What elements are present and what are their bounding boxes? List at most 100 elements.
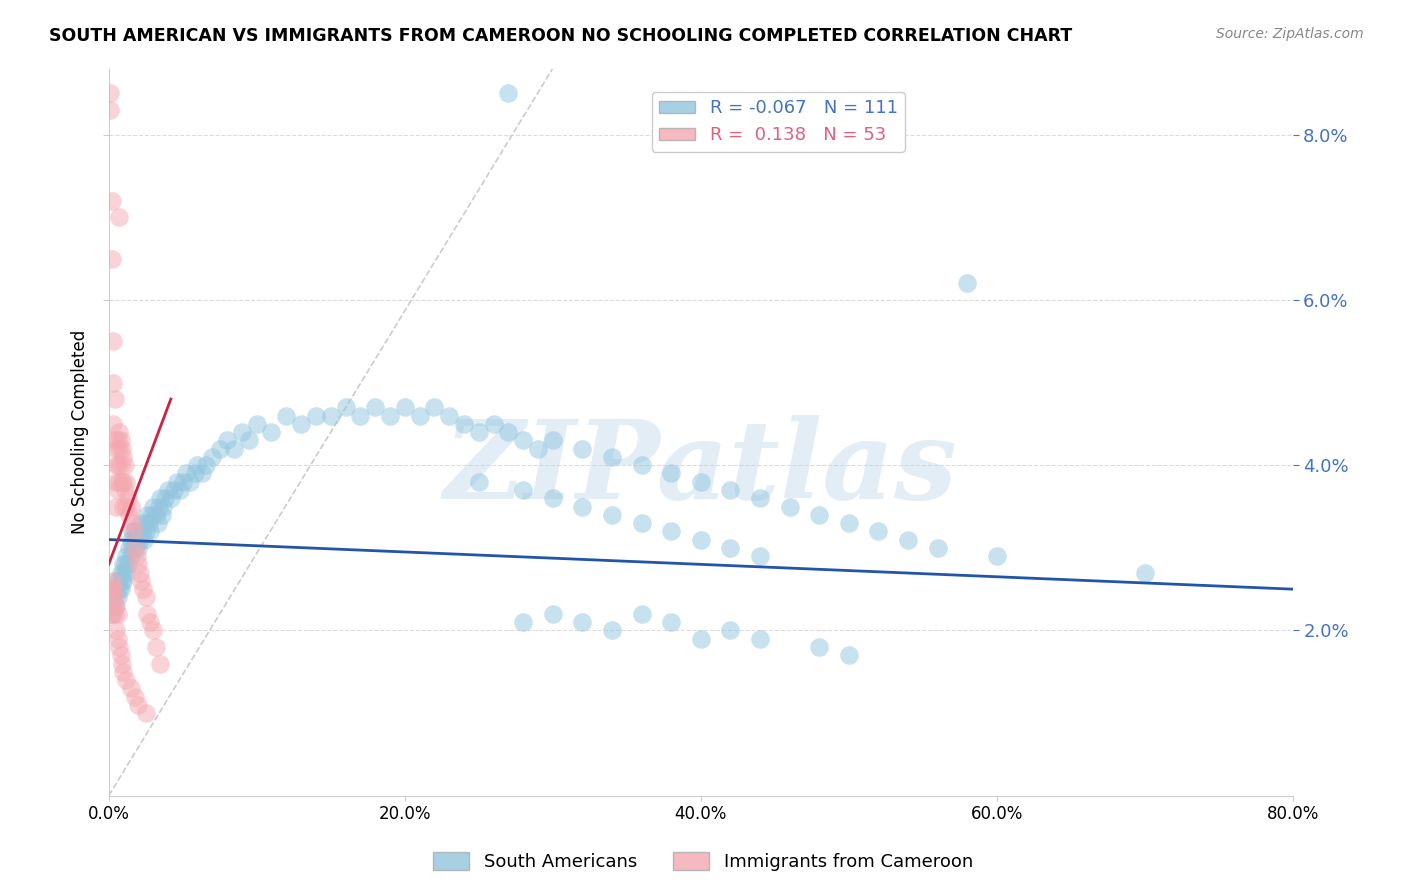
Point (718, 624, 741, 638)
Point (172, 475, 194, 489)
Point (179, 475, 201, 489)
Point (115, 500, 138, 514)
Point (349, 409, 371, 423)
Point (290, 417, 312, 431)
Point (128, 566, 150, 580)
Point (110, 566, 132, 580)
Point (956, 277, 979, 291)
Point (139, 524, 162, 539)
Point (600, 508, 623, 522)
Point (122, 524, 145, 539)
Point (779, 500, 801, 514)
Point (108, 582, 131, 596)
Point (335, 401, 357, 415)
Point (689, 475, 711, 489)
Point (838, 648, 860, 663)
Point (183, 467, 205, 481)
Point (498, 87, 520, 101)
Point (527, 442, 550, 456)
Point (150, 508, 173, 522)
Point (748, 632, 770, 646)
Point (927, 541, 949, 555)
Point (868, 524, 890, 539)
Text: ZIPatlas: ZIPatlas (444, 415, 957, 522)
Point (135, 591, 157, 605)
Point (100, 252, 122, 266)
Point (100, 607, 122, 621)
Point (100, 607, 122, 621)
Point (100, 194, 122, 208)
Point (659, 615, 682, 630)
Point (120, 500, 142, 514)
Point (118, 541, 141, 555)
Point (718, 483, 741, 497)
Point (101, 574, 124, 588)
Point (305, 409, 328, 423)
Point (153, 491, 176, 506)
Point (135, 706, 157, 720)
Point (160, 491, 183, 506)
Point (105, 624, 128, 638)
Point (748, 549, 770, 563)
Point (231, 425, 253, 439)
Point (104, 591, 127, 605)
Point (246, 417, 269, 431)
Point (498, 425, 520, 439)
Point (108, 211, 131, 225)
Point (98, 582, 121, 596)
Point (124, 690, 146, 704)
Point (118, 508, 141, 522)
Point (156, 483, 179, 497)
Point (124, 541, 146, 555)
Point (689, 533, 711, 547)
Point (112, 574, 135, 588)
Point (107, 607, 129, 621)
Point (186, 458, 208, 473)
Point (105, 574, 128, 588)
Point (125, 549, 148, 563)
Point (146, 516, 169, 530)
Point (112, 475, 135, 489)
Point (394, 401, 416, 415)
Point (112, 500, 135, 514)
Point (107, 591, 129, 605)
Point (127, 558, 149, 572)
Point (600, 450, 623, 464)
Point (423, 401, 446, 415)
Point (100, 582, 122, 596)
Point (105, 442, 128, 456)
Legend: South Americans, Immigrants from Cameroon: South Americans, Immigrants from Cameroo… (426, 845, 980, 879)
Point (217, 434, 239, 448)
Point (163, 483, 186, 497)
Point (208, 442, 231, 456)
Point (121, 541, 143, 555)
Point (115, 673, 138, 687)
Point (541, 607, 564, 621)
Point (108, 425, 131, 439)
Point (108, 475, 131, 489)
Point (110, 434, 132, 448)
Point (453, 417, 475, 431)
Point (378, 409, 401, 423)
Point (105, 458, 128, 473)
Point (120, 533, 142, 547)
Point (124, 524, 146, 539)
Point (145, 640, 167, 654)
Point (512, 483, 534, 497)
Point (260, 425, 283, 439)
Point (107, 632, 129, 646)
Point (571, 500, 593, 514)
Point (571, 615, 593, 630)
Point (238, 434, 260, 448)
Point (201, 450, 224, 464)
Point (112, 566, 135, 580)
Point (224, 442, 246, 456)
Point (148, 500, 170, 514)
Point (112, 665, 135, 679)
Point (111, 442, 134, 456)
Legend: R = -0.067   N = 111, R =  0.138   N = 53: R = -0.067 N = 111, R = 0.138 N = 53 (652, 92, 905, 152)
Point (105, 582, 128, 596)
Point (659, 467, 682, 481)
Point (276, 409, 298, 423)
Point (104, 434, 127, 448)
